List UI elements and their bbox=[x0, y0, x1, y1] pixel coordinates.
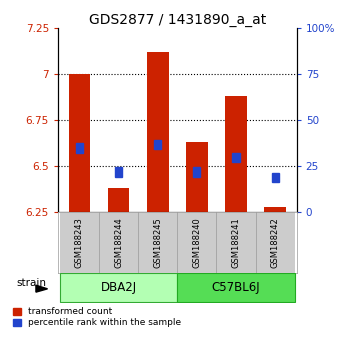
Bar bbox=[264, 207, 286, 212]
Bar bbox=[108, 188, 129, 212]
Text: DBA2J: DBA2J bbox=[101, 281, 137, 294]
Text: C57BL6J: C57BL6J bbox=[212, 281, 260, 294]
FancyBboxPatch shape bbox=[60, 273, 177, 302]
Text: GSM188245: GSM188245 bbox=[153, 217, 162, 268]
Text: GSM188240: GSM188240 bbox=[192, 217, 202, 268]
Bar bbox=[177, 212, 217, 273]
Title: GDS2877 / 1431890_a_at: GDS2877 / 1431890_a_at bbox=[89, 13, 266, 27]
Bar bbox=[193, 167, 201, 177]
Legend: transformed count, percentile rank within the sample: transformed count, percentile rank withi… bbox=[11, 306, 183, 329]
Bar bbox=[225, 96, 247, 212]
Bar bbox=[69, 74, 90, 212]
Text: GSM188242: GSM188242 bbox=[271, 217, 280, 268]
Text: strain: strain bbox=[17, 278, 47, 288]
Bar bbox=[217, 212, 256, 273]
Bar bbox=[76, 143, 83, 153]
Bar bbox=[60, 212, 99, 273]
Bar bbox=[186, 142, 208, 212]
Polygon shape bbox=[36, 285, 47, 292]
Text: GSM188241: GSM188241 bbox=[232, 217, 240, 268]
Bar bbox=[115, 167, 122, 177]
Text: GSM188243: GSM188243 bbox=[75, 217, 84, 268]
Bar bbox=[147, 52, 168, 212]
Bar bbox=[138, 212, 177, 273]
FancyBboxPatch shape bbox=[177, 273, 295, 302]
Bar bbox=[272, 173, 279, 182]
Bar bbox=[99, 212, 138, 273]
Text: GSM188244: GSM188244 bbox=[114, 217, 123, 268]
Bar bbox=[154, 140, 161, 149]
Bar bbox=[233, 153, 239, 162]
Bar bbox=[256, 212, 295, 273]
